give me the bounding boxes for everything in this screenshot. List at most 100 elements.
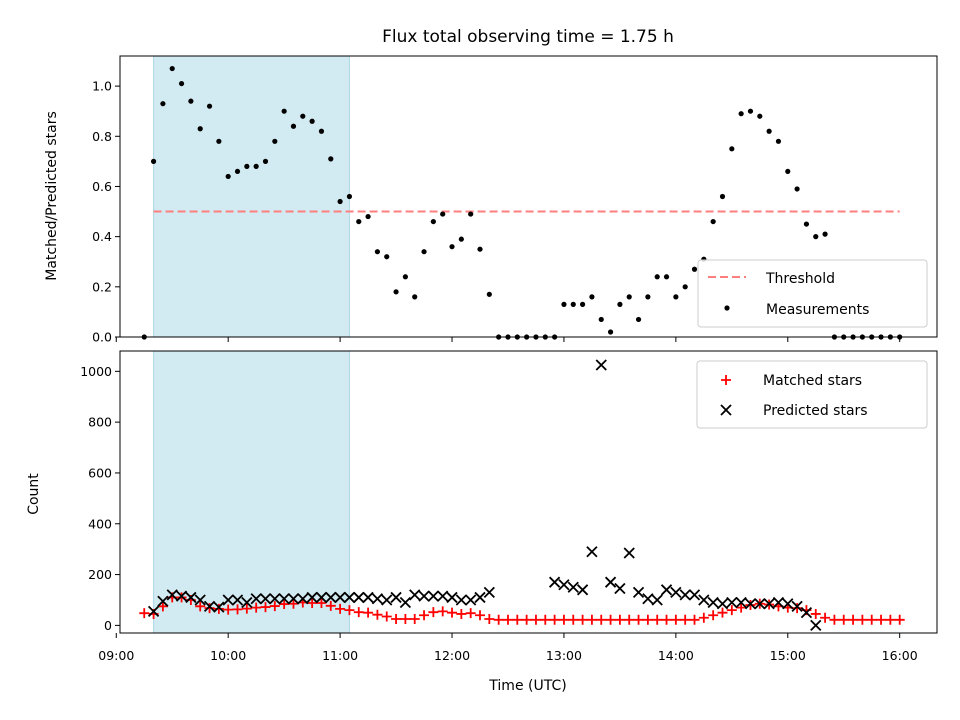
y-tick-label: 0.0 bbox=[92, 330, 112, 345]
predicted-star-marker bbox=[558, 579, 570, 591]
measurement-point bbox=[346, 193, 353, 200]
matched-star-marker bbox=[241, 603, 252, 614]
measurement-point bbox=[719, 193, 726, 200]
y-tick-label: 800 bbox=[88, 415, 112, 430]
y-tick-label: 0.4 bbox=[92, 229, 112, 244]
y-tick-label: 0.6 bbox=[92, 179, 112, 194]
matched-star-marker bbox=[139, 608, 150, 619]
predicted-star-marker bbox=[157, 595, 169, 607]
y-tick-label: 200 bbox=[88, 567, 112, 582]
measurement-point bbox=[309, 118, 315, 124]
matched-star-marker bbox=[213, 603, 224, 614]
predicted-star-marker bbox=[362, 591, 374, 604]
matched-star-marker bbox=[549, 614, 560, 625]
matched-star-marker bbox=[502, 614, 513, 625]
matched-star-marker bbox=[307, 598, 318, 609]
predicted-star-marker bbox=[437, 590, 449, 602]
predicted-star-marker bbox=[716, 598, 729, 610]
measurement-point bbox=[645, 294, 651, 300]
matched-star-marker bbox=[288, 598, 299, 609]
measurement-point bbox=[813, 234, 819, 240]
matched-star-marker bbox=[260, 602, 271, 613]
top-y-ticks: 0.0 0.2 0.4 0.6 0.8 1.0 bbox=[92, 79, 120, 345]
top-shaded-span bbox=[153, 55, 350, 338]
measurement-point bbox=[626, 294, 632, 300]
predicted-star-marker bbox=[231, 594, 244, 606]
predicted-star-marker bbox=[381, 594, 393, 606]
measurement-point bbox=[150, 158, 157, 164]
predicted-star-marker bbox=[325, 591, 337, 604]
measurement-point bbox=[673, 294, 679, 300]
matched-star-marker bbox=[848, 614, 859, 625]
measurement-point bbox=[477, 246, 483, 252]
predicted-star-marker bbox=[315, 591, 328, 604]
predicted-star-marker bbox=[222, 594, 234, 606]
measurement-point bbox=[579, 301, 586, 307]
measurement-point bbox=[281, 108, 287, 114]
matched-star-marker bbox=[894, 614, 905, 625]
predicted-star-marker bbox=[297, 593, 309, 605]
measurement-point bbox=[607, 329, 614, 335]
matched-star-marker bbox=[717, 607, 728, 618]
predicted-star-marker bbox=[810, 619, 822, 632]
measurement-point bbox=[635, 316, 642, 323]
matched-star-marker bbox=[316, 598, 327, 609]
matched-star-marker bbox=[195, 601, 206, 612]
chart-title: Flux total observing time = 1.75 h bbox=[382, 27, 674, 47]
predicted-star-marker bbox=[614, 582, 626, 595]
measurement-point bbox=[169, 65, 175, 72]
y-tick-label: 0 bbox=[104, 618, 112, 633]
matched-star-marker bbox=[605, 614, 616, 625]
predicted-star-marker bbox=[567, 581, 579, 593]
matched-star-marker bbox=[810, 608, 821, 619]
bottom-legend: Matched stars Predicted stars bbox=[696, 360, 928, 429]
matched-star-marker bbox=[596, 614, 607, 625]
legend-threshold-label: Threshold bbox=[765, 271, 835, 287]
matched-star-marker bbox=[633, 614, 644, 625]
measurement-point bbox=[421, 249, 427, 255]
predicted-star-marker bbox=[623, 547, 635, 559]
measurement-point bbox=[412, 294, 418, 300]
measurement-point bbox=[244, 163, 250, 169]
measurement-point bbox=[225, 173, 231, 180]
measurement-point bbox=[356, 218, 362, 225]
measurement-point bbox=[430, 218, 436, 225]
predicted-star-marker bbox=[250, 593, 262, 605]
matched-star-marker bbox=[232, 604, 243, 615]
matched-star-marker bbox=[447, 607, 458, 618]
matched-star-marker bbox=[475, 610, 486, 621]
measurement-point bbox=[178, 80, 185, 87]
bottom-panel: 0 200 400 600 800 1000 09:00 10:00 11:00 12:00 13… bbox=[26, 350, 938, 694]
matched-star-marker bbox=[708, 610, 719, 621]
measurement-points bbox=[141, 65, 903, 340]
matched-star-marker bbox=[512, 614, 523, 625]
matched-star-marker bbox=[251, 602, 262, 613]
measurement-point bbox=[691, 266, 698, 272]
matched-star-marker bbox=[335, 603, 346, 614]
predicted-star-marker bbox=[259, 593, 272, 605]
matched-star-marker bbox=[409, 614, 420, 625]
x-tick-label: 13:00 bbox=[546, 648, 582, 663]
measurement-point bbox=[757, 113, 763, 119]
predicted-star-marker bbox=[791, 600, 803, 612]
measurement-point bbox=[486, 291, 492, 297]
legend-box bbox=[697, 259, 928, 328]
matched-star-marker bbox=[484, 614, 495, 625]
matched-star-marker bbox=[344, 605, 355, 616]
predicted-star-marker bbox=[660, 584, 673, 596]
matched-star-marker bbox=[223, 604, 234, 615]
matched-star-marker bbox=[885, 614, 896, 625]
x-tick-label: 14:00 bbox=[658, 648, 694, 663]
predicted-star-marker bbox=[651, 594, 663, 606]
bottom-axes-frame bbox=[119, 350, 938, 634]
legend-matched-swatch bbox=[721, 375, 731, 385]
predicted-star-marker bbox=[446, 591, 458, 604]
top-axes-frame bbox=[119, 55, 938, 338]
matched-star-marker bbox=[876, 614, 887, 625]
predicted-star-marker bbox=[147, 605, 160, 618]
predicted-star-marker bbox=[586, 546, 598, 558]
predicted-star-marker bbox=[213, 601, 225, 613]
matched-star-marker bbox=[493, 614, 504, 625]
measurement-point bbox=[458, 236, 464, 242]
predicted-star-marker bbox=[334, 591, 346, 604]
